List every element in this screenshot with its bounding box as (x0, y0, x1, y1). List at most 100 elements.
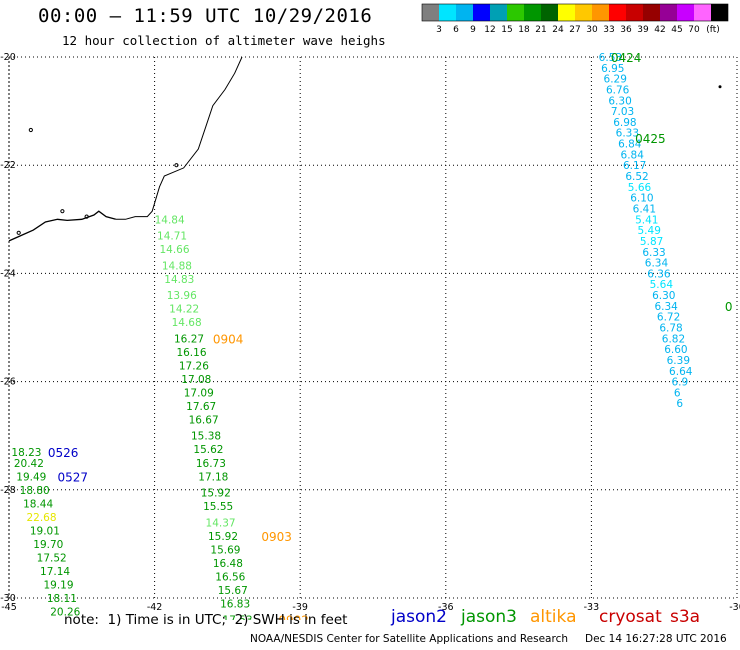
swh-value: 17.53 (223, 615, 253, 620)
swh-value: 6.84 (621, 149, 645, 161)
colorbar-swatch (439, 4, 456, 21)
note-text: note: 1) Time is in UTC; 2) SWH is in fe… (64, 612, 348, 628)
swh-value: 17.67 (186, 401, 216, 413)
coastline (8, 210, 116, 242)
legend-altika: altika (530, 607, 577, 627)
lat-tick-label: -20 (0, 52, 16, 63)
swh-value: 19.49 (16, 471, 46, 483)
swh-value: 6.30 (608, 95, 631, 107)
swh-value: 6.78 (659, 323, 682, 335)
swh-value: 14.71 (157, 231, 187, 243)
colorbar-swatch (609, 4, 626, 21)
lon-tick-label: -36 (438, 602, 454, 613)
swh-value: 6.36 (647, 268, 671, 280)
colorbar-swatch (575, 4, 592, 21)
swh-value: 6.95 (601, 63, 624, 75)
colorbar-tick-label: 3 (436, 25, 442, 35)
swh-value: 17.09 (184, 387, 214, 399)
map-subtitle: 12 hour collection of altimeter wave hei… (62, 33, 386, 48)
swh-value: 19.70 (33, 539, 63, 551)
swh-value: 15.55 (203, 501, 233, 513)
track-time-label: 0902 (278, 614, 309, 620)
swh-value: 14.88 (162, 260, 192, 272)
lon-tick-label: -33 (584, 602, 600, 613)
swh-value: 5.49 (638, 225, 661, 237)
island (718, 85, 722, 89)
track-time-label: 0 (725, 300, 733, 314)
colorbar-tick-label: 39 (637, 25, 649, 35)
colorbar-tick-label: 6 (453, 25, 459, 35)
swh-value: 15.67 (218, 585, 248, 597)
colorbar-swatch (541, 4, 558, 21)
colorbar-swatch (694, 4, 711, 21)
swh-value: 16.73 (196, 458, 226, 470)
lon-tick-label: -30 (729, 602, 740, 613)
island (28, 127, 33, 133)
colorbar-tick-label: 36 (620, 25, 632, 35)
swh-value: 6.52 (625, 171, 648, 183)
colorbar-tick-label: 21 (535, 25, 546, 35)
colorbar-tick-label: 15 (501, 25, 512, 35)
colorbar-swatch (473, 4, 490, 21)
swh-value: 17.52 (37, 552, 67, 564)
island (16, 230, 21, 235)
lon-tick-label: -42 (147, 602, 163, 613)
swh-value: 16.83 (220, 598, 250, 610)
colorbar-swatch (626, 4, 643, 21)
swh-value: 16.67 (189, 414, 219, 426)
track-time-label: 0425 (635, 132, 666, 146)
swh-value: 14.37 (206, 517, 236, 529)
swh-value: 6.29 (604, 74, 627, 86)
swh-value: 16.56 (215, 571, 245, 583)
swh-value: 6 (676, 398, 683, 410)
swh-value: 18.44 (23, 498, 53, 510)
swh-value: 15.92 (201, 488, 231, 500)
colorbar-swatch (456, 4, 473, 21)
lon-tick-label: -45 (1, 602, 17, 613)
track-time-label: 0424 (611, 51, 642, 65)
legend-jason3: jason3 (461, 607, 517, 627)
swh-value: 6.64 (669, 366, 693, 378)
swh-value: 6.76 (606, 84, 630, 96)
swh-colorbar: 3 6 9 12 15 18 21 24 27 30 33 36 39 42 45 70 (ft) (421, 3, 729, 35)
colorbar-tick-label: 18 (518, 25, 530, 35)
colorbar-tick-label: 12 (484, 25, 495, 35)
colorbar-tick-label: 70 (688, 25, 700, 35)
track-time-label: 0526 (48, 446, 79, 460)
colorbar-tick-label: 42 (654, 25, 665, 35)
swh-value: 15.38 (191, 431, 221, 443)
island (60, 209, 65, 214)
swh-value: 6.34 (654, 301, 678, 313)
track-time-label: 0527 (58, 470, 89, 484)
swh-value: 17.18 (198, 471, 228, 483)
legend-jason2: jason2 (391, 607, 447, 627)
swh-value: 13.96 (167, 290, 197, 302)
swh-value: 5.41 (635, 214, 658, 226)
generated-timestamp: Dec 14 16:27:28 UTC 2016 (585, 633, 727, 645)
colorbar-tick-label: 45 (671, 25, 682, 35)
colorbar-tick-label: 30 (586, 25, 598, 35)
track-time-label: 0904 (213, 332, 244, 346)
swh-value: 15.92 (208, 531, 238, 543)
colorbar-tick-label: 33 (603, 25, 614, 35)
swh-value: 6.17 (623, 160, 646, 172)
colorbar-swatch (643, 4, 660, 21)
swh-value: 14.68 (172, 317, 202, 329)
lon-tick-label: -39 (292, 602, 308, 613)
colorbar-swatch (422, 4, 439, 21)
swh-value: 20.42 (14, 458, 44, 470)
colorbar-tick-label: 24 (552, 25, 564, 35)
swh-value: 22.68 (26, 512, 56, 524)
swh-value: 6.60 (664, 344, 687, 356)
colorbar-swatch (660, 4, 677, 21)
swh-value: 17.14 (40, 566, 70, 578)
colorbar-swatch (507, 4, 524, 21)
swh-value: 14.83 (164, 274, 194, 286)
colorbar-swatch (558, 4, 575, 21)
swh-value: 6.98 (613, 117, 636, 129)
island (84, 214, 89, 219)
credit-text: NOAA/NESDIS Center for Satellite Applica… (250, 633, 568, 645)
swh-value: 6.41 (633, 203, 656, 215)
legend-s3a: s3a (670, 607, 701, 627)
swh-value: 6.33 (642, 247, 665, 259)
